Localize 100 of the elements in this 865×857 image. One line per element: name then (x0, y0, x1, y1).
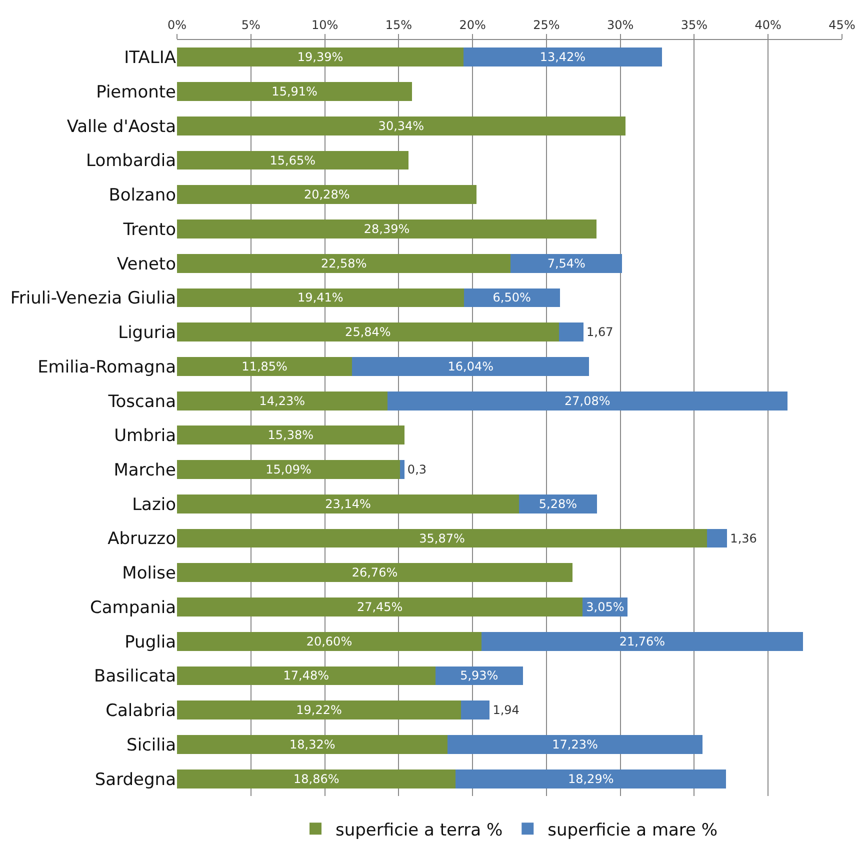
x-tick-label: 15% (385, 18, 412, 32)
data-label: 1,94 (492, 703, 520, 718)
y-tick-label: Puglia (124, 632, 176, 652)
data-label: 35,87% (419, 531, 465, 546)
bar (177, 769, 456, 788)
bar (510, 254, 622, 273)
bar (177, 288, 464, 308)
data-label: 0,3 (407, 462, 427, 477)
data-label: 17,23% (552, 737, 598, 752)
bar (177, 494, 519, 514)
bar (448, 735, 702, 754)
data-label: 13,42% (540, 50, 586, 64)
bar (177, 460, 400, 479)
bar (177, 150, 408, 170)
legend-label: superficie a mare % (548, 820, 718, 840)
y-tick-label: Veneto (116, 254, 176, 274)
y-tick-label: Liguria (118, 323, 176, 344)
bar (177, 700, 462, 720)
data-label: 15,38% (268, 428, 314, 442)
data-label: 19,22% (296, 703, 342, 718)
data-label: 19,41% (298, 290, 344, 305)
y-tick-label: Toscana (107, 392, 176, 412)
bar (387, 391, 788, 410)
x-tick-label: 25% (533, 18, 560, 32)
bar (177, 735, 448, 754)
data-label: 23,14% (325, 496, 371, 511)
data-label: 28,39% (364, 222, 410, 236)
x-tick-label: 35% (680, 18, 708, 32)
y-tick-label: Trento (122, 220, 176, 240)
x-tick-label: 30% (606, 18, 634, 32)
bar (352, 357, 590, 376)
y-tick-label: Valle d'Aosta (66, 116, 176, 137)
data-label: 19,39% (297, 50, 344, 64)
y-tick-label: Bolzano (108, 186, 176, 206)
data-label: 25,84% (345, 325, 391, 340)
data-label: 21,76% (619, 634, 666, 648)
data-label: 16,04% (448, 359, 494, 374)
x-tick-label: 0% (167, 18, 187, 32)
bar (558, 322, 584, 342)
bar (177, 82, 412, 101)
data-label: 17,48% (283, 668, 330, 683)
data-label: 20,60% (306, 634, 352, 648)
data-label: 27,45% (356, 600, 403, 614)
y-tick-label: Sardegna (94, 770, 176, 790)
bar (481, 632, 803, 651)
bar (461, 700, 490, 720)
data-label: 6,50% (492, 290, 531, 305)
legend-label: superficie a terra % (336, 820, 503, 840)
data-label: 20,28% (304, 188, 350, 202)
bar (177, 563, 572, 582)
bar (177, 254, 511, 273)
y-tick-label: Marche (114, 460, 176, 480)
x-tick-label: 5% (241, 18, 260, 32)
y-tick-label: Emilia-Romagna (38, 357, 176, 378)
data-label: 26,76% (352, 566, 398, 580)
bar (177, 357, 352, 376)
data-label: 27,08% (564, 394, 610, 408)
bar (177, 116, 626, 136)
bar (177, 391, 388, 410)
x-tick-label: 40% (754, 18, 782, 32)
bar (177, 220, 597, 238)
bar (464, 48, 662, 67)
y-tick-label: Campania (90, 598, 176, 618)
x-tick-label: 45% (828, 18, 856, 32)
data-label: 15,91% (272, 84, 318, 99)
data-label: 3,05% (586, 600, 624, 614)
data-label: 7,54% (547, 256, 586, 270)
y-tick-label: Piemonte (96, 82, 176, 102)
y-tick-label: Sicilia (126, 735, 176, 756)
data-label: 18,29% (568, 772, 614, 786)
data-label: 1,36 (730, 531, 757, 546)
y-tick-label: Calabria (106, 701, 176, 722)
x-tick-label: 10% (311, 18, 338, 32)
data-label: 18,86% (293, 772, 340, 786)
y-tick-label: Molise (122, 564, 176, 584)
x-tick-label: 20% (459, 18, 486, 32)
data-label: 1,67 (586, 325, 614, 340)
bar (177, 426, 404, 445)
data-label: 11,85% (242, 359, 288, 374)
bar (456, 769, 726, 788)
bar (177, 528, 708, 548)
y-tick-label: Lazio (132, 494, 176, 515)
y-tick-label: Abruzzo (108, 529, 176, 550)
bar (518, 494, 597, 514)
y-tick-label: Umbria (114, 426, 176, 446)
bar (177, 322, 559, 342)
data-label: 30,34% (378, 118, 424, 133)
data-label: 15,65% (270, 153, 316, 168)
y-tick-label: Lombardia (86, 151, 176, 172)
data-label: 15,09% (266, 462, 312, 477)
bar (400, 460, 404, 479)
data-label: 5,28% (538, 496, 578, 511)
bar (177, 48, 464, 67)
bar (177, 598, 583, 616)
data-label: 22,58% (320, 256, 367, 270)
y-tick-label: Basilicata (94, 666, 176, 687)
bar (177, 666, 436, 686)
bar (707, 528, 728, 548)
y-tick-label: Friuli-Venezia Giulia (10, 288, 176, 309)
bar (177, 185, 477, 204)
